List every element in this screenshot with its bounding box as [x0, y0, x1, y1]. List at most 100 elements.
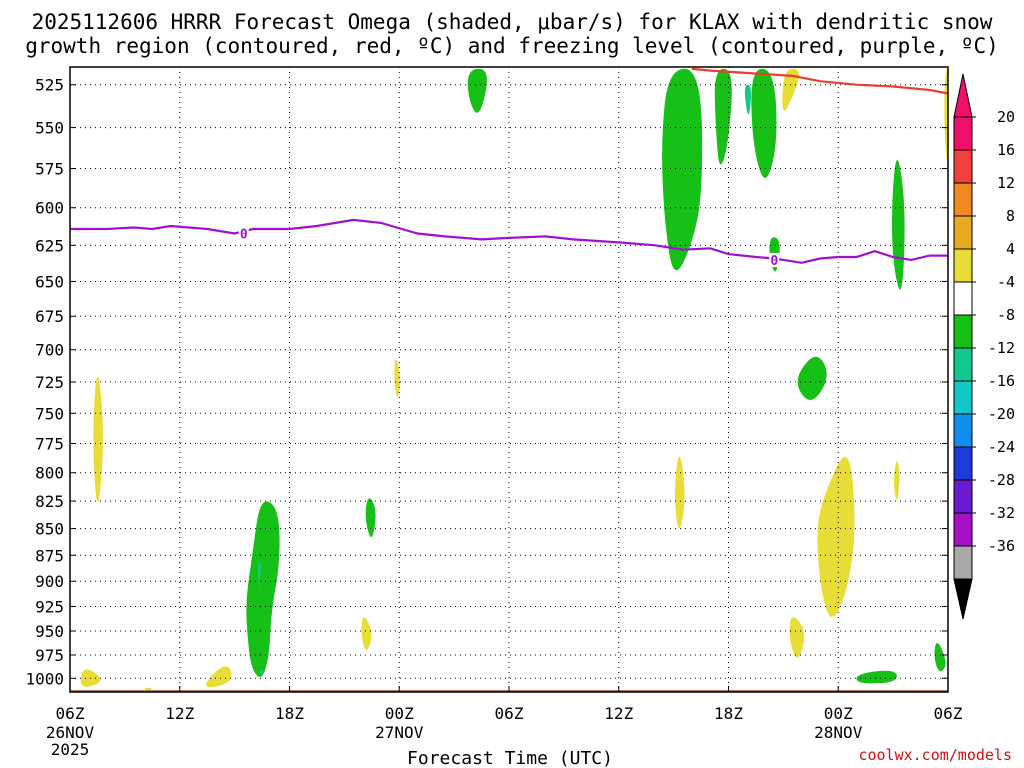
ytick-label-525: 525: [35, 76, 64, 95]
ytick-label-900: 900: [35, 572, 64, 591]
xtick-year-0: 2025: [51, 740, 90, 759]
ytick-label-575: 575: [35, 160, 64, 179]
freezing-level-label-0: 0: [240, 227, 248, 242]
freezing-level-contour: [70, 218, 948, 264]
dendritic-zone-contour: [691, 67, 948, 95]
xtick-date-0: 26NOV: [46, 723, 95, 742]
colorbar-label-0: 20: [997, 108, 1015, 126]
colorbar-label-8: -16: [988, 372, 1015, 390]
freezing-label-bg-1: [769, 252, 780, 267]
omega-region-g9: [365, 498, 376, 538]
colorbar-label-4: 4: [1006, 240, 1015, 258]
ytick-label-825: 825: [35, 492, 64, 511]
omega-region-g2: [662, 68, 703, 271]
y-axis: 525 550 575 600 625 650 675 700 725 750 775 800 825 8…: [25, 76, 948, 688]
colorbar-label-11: -28: [988, 471, 1015, 489]
omega-region-g1: [467, 68, 487, 113]
colorbar-label-7: -12: [988, 339, 1015, 357]
omega-region-y9: [789, 617, 805, 658]
colorbar-segment-6: [953, 314, 973, 349]
colorbar-segment-10: [953, 446, 973, 481]
omega-region-y3: [93, 376, 103, 502]
omega-region-y8: [361, 617, 372, 650]
xtick-date-3: 27NOV: [375, 723, 424, 742]
ytick-label-600: 600: [35, 199, 64, 218]
ytick-label-550: 550: [35, 119, 64, 138]
colorbar-segment-5: [953, 281, 973, 316]
ytick-label-725: 725: [35, 373, 64, 392]
omega-region-y4: [394, 358, 401, 398]
xtick-label-2: 18Z: [275, 704, 304, 723]
ytick-label-625: 625: [35, 236, 64, 255]
xtick-label-3: 00Z: [385, 704, 414, 723]
omega-region-y11: [144, 687, 152, 691]
colorbar-label-1: 16: [997, 141, 1015, 159]
xtick-date-7: 28NOV: [814, 723, 863, 742]
xtick-label-5: 12Z: [604, 704, 633, 723]
omega-region-y1: [782, 68, 800, 111]
xtick-label-6: 18Z: [714, 704, 743, 723]
title-line-1: 2025112606 HRRR Forecast Omega (shaded, …: [32, 10, 993, 34]
ytick-label-675: 675: [35, 307, 64, 326]
omega-region-y5: [675, 456, 685, 529]
colorbar-label-12: -32: [988, 504, 1015, 522]
ytick-label-875: 875: [35, 546, 64, 565]
omega-region-t3: [260, 669, 264, 676]
colorbar-segment-3: [953, 215, 973, 250]
colorbar-segment-8: [953, 380, 973, 415]
omega-region-g8: [246, 501, 280, 677]
ytick-label-925: 925: [35, 597, 64, 616]
colorbar-segment-7: [953, 347, 973, 382]
colorbar-segment-2: [953, 182, 973, 217]
colorbar-segment-9: [953, 413, 973, 448]
xtick-label-0: 06Z: [56, 704, 85, 723]
omega-region-g7: [797, 356, 827, 400]
omega-region-t1: [744, 84, 752, 115]
colorbar: 20 16 12 8 4 -4 -8 -12 -16 -20 -24 -28 -32 -36: [953, 73, 1015, 620]
omega-region-g3: [714, 68, 732, 165]
colorbar-cap-bottom: [953, 578, 973, 620]
ytick-label-750: 750: [35, 404, 64, 423]
freezing-label-bg-0: [238, 226, 249, 241]
title-line-2: growth region (contoured, red, ºC) and f…: [25, 34, 999, 58]
freezing-level-label-1: 0: [770, 254, 778, 269]
colorbar-segment-1: [953, 149, 973, 184]
ytick-label-800: 800: [35, 464, 64, 483]
omega-region-g11: [934, 643, 946, 672]
grid: [70, 67, 948, 692]
omega-region-y6: [817, 456, 855, 617]
xtick-label-8: 06Z: [934, 704, 963, 723]
colorbar-label-2: 12: [997, 174, 1015, 192]
credit-text: coolwx.com/models: [858, 746, 1012, 764]
colorbar-cap-top: [953, 73, 973, 118]
omega-region-y7: [894, 461, 900, 500]
ytick-label-700: 700: [35, 341, 64, 360]
contours: 00: [70, 67, 948, 269]
colorbar-label-9: -20: [988, 405, 1015, 423]
xtick-label-1: 12Z: [165, 704, 194, 723]
ytick-label-650: 650: [35, 272, 64, 291]
omega-region-y12: [206, 666, 232, 688]
xtick-label-7: 00Z: [824, 704, 853, 723]
ytick-label-1000: 1000: [25, 669, 64, 688]
ytick-label-775: 775: [35, 434, 64, 453]
colorbar-segment-12: [953, 512, 973, 547]
omega-region-g10: [856, 670, 897, 684]
colorbar-segment-13: [953, 545, 973, 580]
ytick-label-950: 950: [35, 622, 64, 641]
colorbar-segment-0: [953, 116, 973, 151]
omega-region-t2: [258, 560, 261, 588]
colorbar-segment-4: [953, 248, 973, 283]
x-axis-title: Forecast Time (UTC): [407, 748, 613, 768]
colorbar-segment-11: [953, 479, 973, 514]
ytick-label-975: 975: [35, 646, 64, 665]
colorbar-label-13: -36: [988, 537, 1015, 555]
colorbar-label-5: -4: [997, 273, 1015, 291]
colorbar-label-6: -8: [997, 306, 1015, 324]
omega-region-g4: [751, 68, 777, 178]
colorbar-label-3: 8: [1006, 207, 1015, 225]
colorbar-label-10: -24: [988, 438, 1015, 456]
ytick-label-850: 850: [35, 520, 64, 539]
